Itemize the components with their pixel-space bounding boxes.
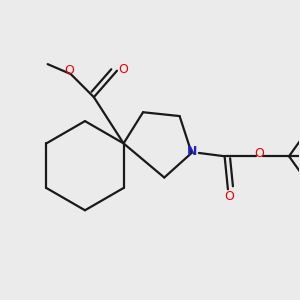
Text: O: O [224,190,234,203]
Text: O: O [118,63,128,76]
Text: N: N [186,145,197,158]
Text: O: O [254,147,264,160]
Text: O: O [64,64,74,76]
